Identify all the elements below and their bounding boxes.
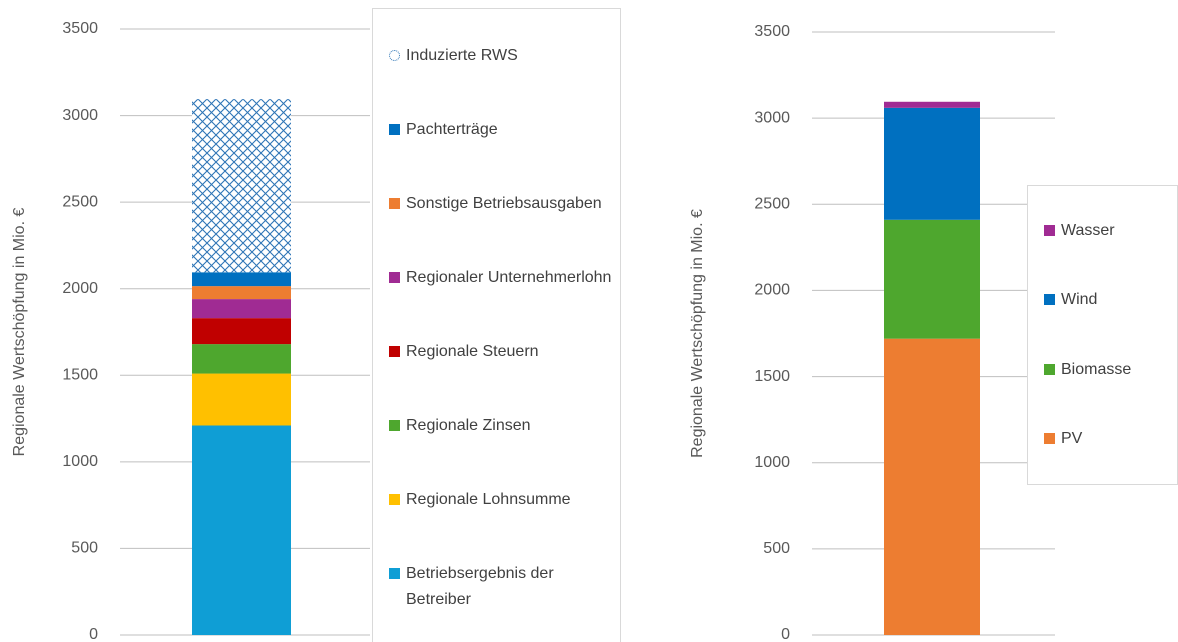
legend: Induzierte RWS Pachterträge Sonstige Betri… — [372, 8, 621, 642]
bar-segment — [192, 99, 291, 273]
bar-segment — [192, 272, 291, 287]
y-tick-label: 0 — [89, 626, 98, 642]
legend-label: Wasser — [1061, 221, 1115, 239]
legend-label: Betriebsergebnis der Betreiber — [406, 565, 554, 608]
legend-label: Sonstige Betriebsausgaben — [406, 195, 602, 212]
legend-swatch — [389, 124, 400, 135]
y-tick-label: 2500 — [754, 196, 790, 213]
y-tick-label: 500 — [763, 540, 790, 557]
legend-swatch — [1044, 363, 1055, 375]
bar-segment — [192, 425, 291, 635]
y-axis-title: Regionale Wertschöpfung in Mio. € — [11, 208, 28, 457]
y-tick-label: 0 — [781, 626, 790, 642]
bar-segment — [192, 318, 291, 345]
legend-label: Regionale Zinsen — [406, 417, 531, 434]
legend-swatch — [389, 568, 400, 579]
legend-item: PV — [1044, 426, 1169, 452]
y-tick-label: 500 — [71, 540, 98, 557]
y-tick-label: 3500 — [754, 23, 790, 40]
legend-item: Betriebsergebnis der Betreiber — [389, 561, 612, 613]
legend-label: Regionale Steuern — [406, 343, 539, 360]
legend: Wasser Wind Biomasse PV — [1027, 185, 1178, 485]
legend-item: Regionale Steuern — [389, 339, 612, 365]
legend-swatch — [389, 494, 400, 505]
y-tick-label: 2000 — [62, 280, 98, 297]
y-axis-title: Regionale Wertschöpfung in Mio. € — [689, 209, 706, 458]
legend-swatch — [389, 198, 400, 209]
bar-segment — [192, 286, 291, 300]
legend-label: PV — [1061, 430, 1083, 448]
bar-segment — [884, 107, 980, 220]
legend-swatch — [1044, 294, 1055, 306]
legend-item: Pachterträge — [389, 117, 612, 143]
legend-label: Pachterträge — [406, 121, 498, 138]
legend-item: Wind — [1044, 287, 1169, 313]
legend-label: Wind — [1061, 291, 1098, 309]
legend-swatch — [1044, 224, 1055, 236]
legend-swatch — [1044, 433, 1055, 445]
y-tick-label: 2000 — [754, 282, 790, 299]
y-tick-label: 1500 — [754, 368, 790, 385]
legend-item: Regionale Zinsen — [389, 413, 612, 439]
bar-segment — [884, 338, 980, 635]
y-tick-label: 3500 — [62, 20, 98, 37]
legend-swatch — [389, 420, 400, 431]
legend-item: Induzierte RWS — [389, 43, 612, 69]
bar-segment — [884, 101, 980, 108]
legend-item: Biomasse — [1044, 357, 1169, 383]
legend-item: Wasser — [1044, 218, 1169, 244]
legend-item: Regionaler Unternehmerlohn — [389, 265, 612, 291]
y-tick-label: 1500 — [62, 367, 98, 384]
bar-segment — [192, 299, 291, 319]
legend-swatch — [389, 346, 400, 357]
legend-swatch — [389, 272, 400, 283]
legend-label: Biomasse — [1061, 360, 1132, 378]
legend-item: Sonstige Betriebsausgaben — [389, 191, 612, 217]
legend-item: Regionale Lohnsumme — [389, 487, 612, 513]
y-tick-label: 1000 — [62, 453, 98, 470]
y-tick-label: 2500 — [62, 193, 98, 210]
legend-label: Regionaler Unternehmerlohn — [406, 269, 612, 286]
bar-segment — [192, 344, 291, 374]
y-tick-label: 3000 — [754, 109, 790, 126]
legend-label: Regionale Lohnsumme — [406, 491, 571, 508]
y-tick-label: 1000 — [754, 454, 790, 471]
bar-segment — [192, 373, 291, 426]
legend-label: Induzierte RWS — [406, 47, 518, 64]
y-tick-label: 3000 — [62, 107, 98, 124]
legend-swatch — [389, 50, 400, 61]
bar-segment — [884, 219, 980, 339]
